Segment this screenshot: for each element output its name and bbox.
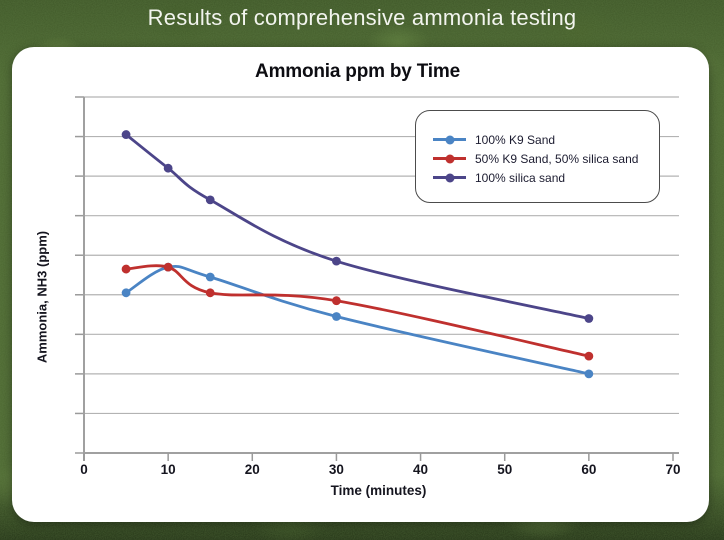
legend-item: 100% silica sand [433,168,659,187]
x-tick-label: 40 [413,462,429,477]
x-tick-label: 0 [80,462,88,477]
page-title: Results of comprehensive ammonia testing [147,5,577,30]
x-axis-label: Time (minutes) [330,483,427,498]
chart-title: Ammonia ppm by Time [255,61,460,82]
legend: 100% K9 Sand 50% K9 Sand, 50% silica san… [415,110,660,203]
legend-line-marker-purple [433,173,466,182]
x-tick-label: 20 [244,462,260,477]
x-tick-label: 30 [328,462,344,477]
x-tick-label: 70 [665,462,681,477]
legend-item: 50% K9 Sand, 50% silica sand [433,149,659,168]
legend-item: 100% K9 Sand [433,130,659,149]
x-tick-label: 10 [160,462,176,477]
x-tick-label: 60 [581,462,597,477]
y-axis-label: Ammonia, NH3 (ppm) [34,230,50,364]
legend-line-marker-red [433,154,466,163]
legend-line-marker-blue [433,135,466,144]
legend-label: 50% K9 Sand, 50% silica sand [475,151,639,166]
legend-label: 100% silica sand [475,170,566,185]
x-tick-label: 50 [497,462,513,477]
legend-label: 100% K9 Sand [475,132,556,147]
